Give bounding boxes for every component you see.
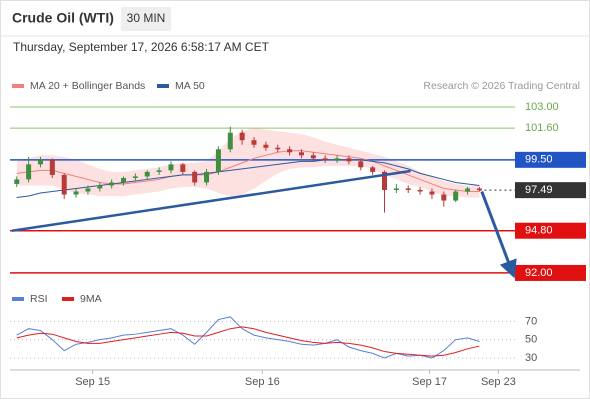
candle-body [180,164,186,172]
level-box [515,182,586,199]
chart-title: Crude Oil (WTI) [12,10,114,26]
level-box [515,222,586,239]
candle-body [370,167,376,172]
candle-body [144,171,150,177]
source: Research © 2026 Trading Central [423,80,580,92]
level-box [515,151,586,168]
x-tick-label: Sep 15 [75,376,110,388]
x-tick-label: Sep 23 [481,376,516,388]
candle-body [346,158,352,162]
rsi-line [16,316,480,359]
candle-body [298,152,304,156]
candle-body [251,140,257,145]
candle-body [263,144,269,148]
y-tick-label: 30 [525,352,537,364]
candle-body [227,132,233,150]
level-label: 92.00 [525,267,553,279]
level-label: 97.49 [525,184,553,196]
candle-body [310,155,316,159]
candle-body [168,164,174,171]
candle-body [429,191,435,195]
trend-line [480,190,517,279]
badge-box [121,7,171,31]
level-box [515,264,586,281]
candle-body [132,176,138,178]
legend-label: MA 20 + Bollinger Bands [30,80,145,92]
candle-body [417,189,423,192]
candle-body [334,158,340,160]
candle-body [73,191,79,195]
candle-body [61,174,67,195]
candle-body [275,147,281,150]
candle-body [14,179,20,184]
candle-body [322,158,328,160]
candle-body [465,188,471,192]
legend-label: 9MA [80,293,102,305]
legend-swatch [62,297,74,301]
y-tick-label: 50 [525,334,537,346]
candle-body [476,188,482,191]
level-label: 94.80 [525,225,553,237]
candle-body [85,188,91,192]
level-label: 101.60 [525,122,559,134]
candle-body [37,159,43,165]
ma-line [16,159,480,199]
level-label: 103.00 [525,101,559,113]
candle-body [109,182,115,186]
level-label: 99.50 [525,154,553,166]
trend-line [11,169,411,232]
candle-body [405,188,411,190]
legend-swatch [12,297,24,301]
candle-body [156,170,162,172]
candle-body [49,159,55,175]
candle-body [382,171,388,190]
legend-swatch [12,84,24,88]
candle-body [192,171,198,183]
candle-body [287,149,293,153]
candle-body [204,171,210,183]
rsi-line [16,326,480,357]
badge: 30 MIN [127,11,166,25]
legend-label: MA 50 [175,80,205,92]
candle-body [358,161,364,168]
candle-body [26,164,32,180]
legend-label: RSI [30,293,48,305]
candle-body [97,185,103,189]
subtitle: Thursday, September 17, 2026 6:58:17 AM … [13,40,270,54]
candle-body [239,132,245,141]
candle-body [441,194,447,201]
candle-body [393,188,399,190]
candle-body [215,149,221,172]
x-tick-label: Sep 16 [245,376,280,388]
legend-swatch [157,84,169,88]
x-tick-label: Sep 17 [412,376,447,388]
bollinger-band [16,128,480,198]
candle-body [121,177,127,183]
y-tick-label: 70 [525,315,537,327]
candle-body [453,191,459,201]
